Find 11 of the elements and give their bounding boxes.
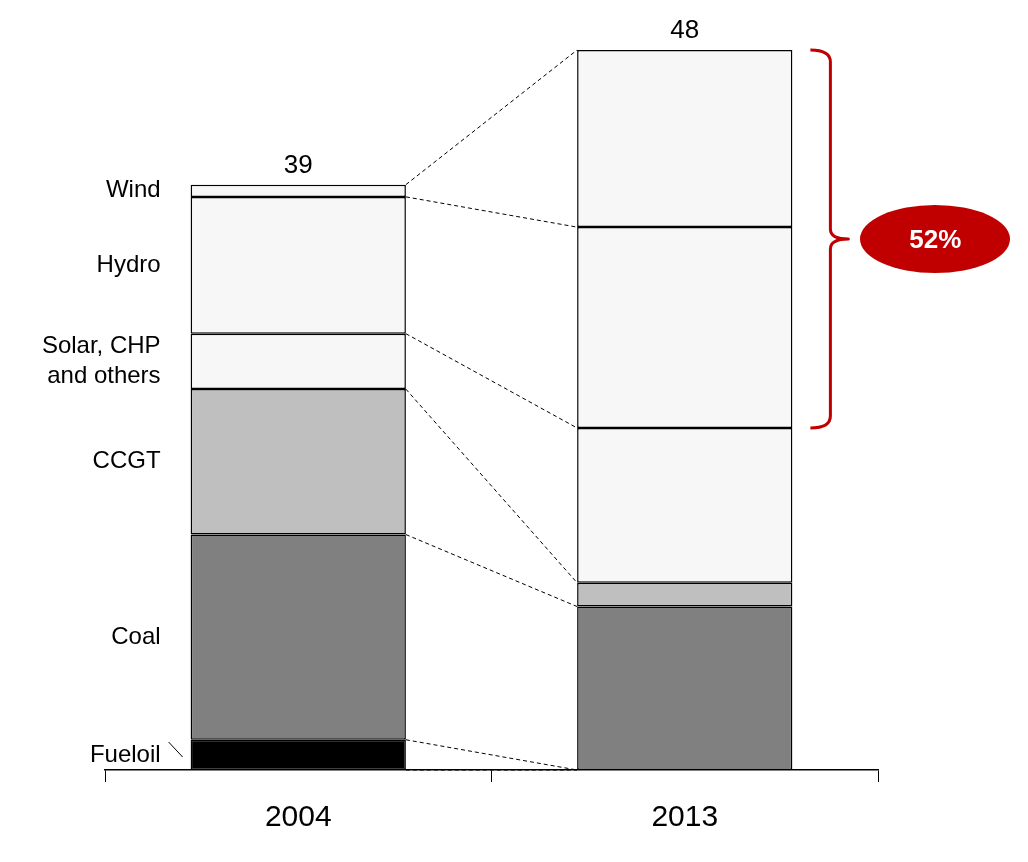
series-label: Wind	[105, 175, 161, 203]
x-tick-label: 2013	[651, 799, 719, 833]
oval-badge: 52%	[860, 205, 1011, 273]
text: 48	[670, 14, 700, 45]
series-label: Coal	[111, 621, 161, 649]
series-label: Solar, CHP and others	[41, 331, 161, 389]
annotation: 39	[283, 148, 313, 179]
legend-label: Fueloil	[89, 739, 161, 767]
series-label: Hydro	[96, 249, 161, 277]
series-label: CCGT	[92, 446, 161, 474]
x-tick-label: 2004	[264, 799, 332, 833]
